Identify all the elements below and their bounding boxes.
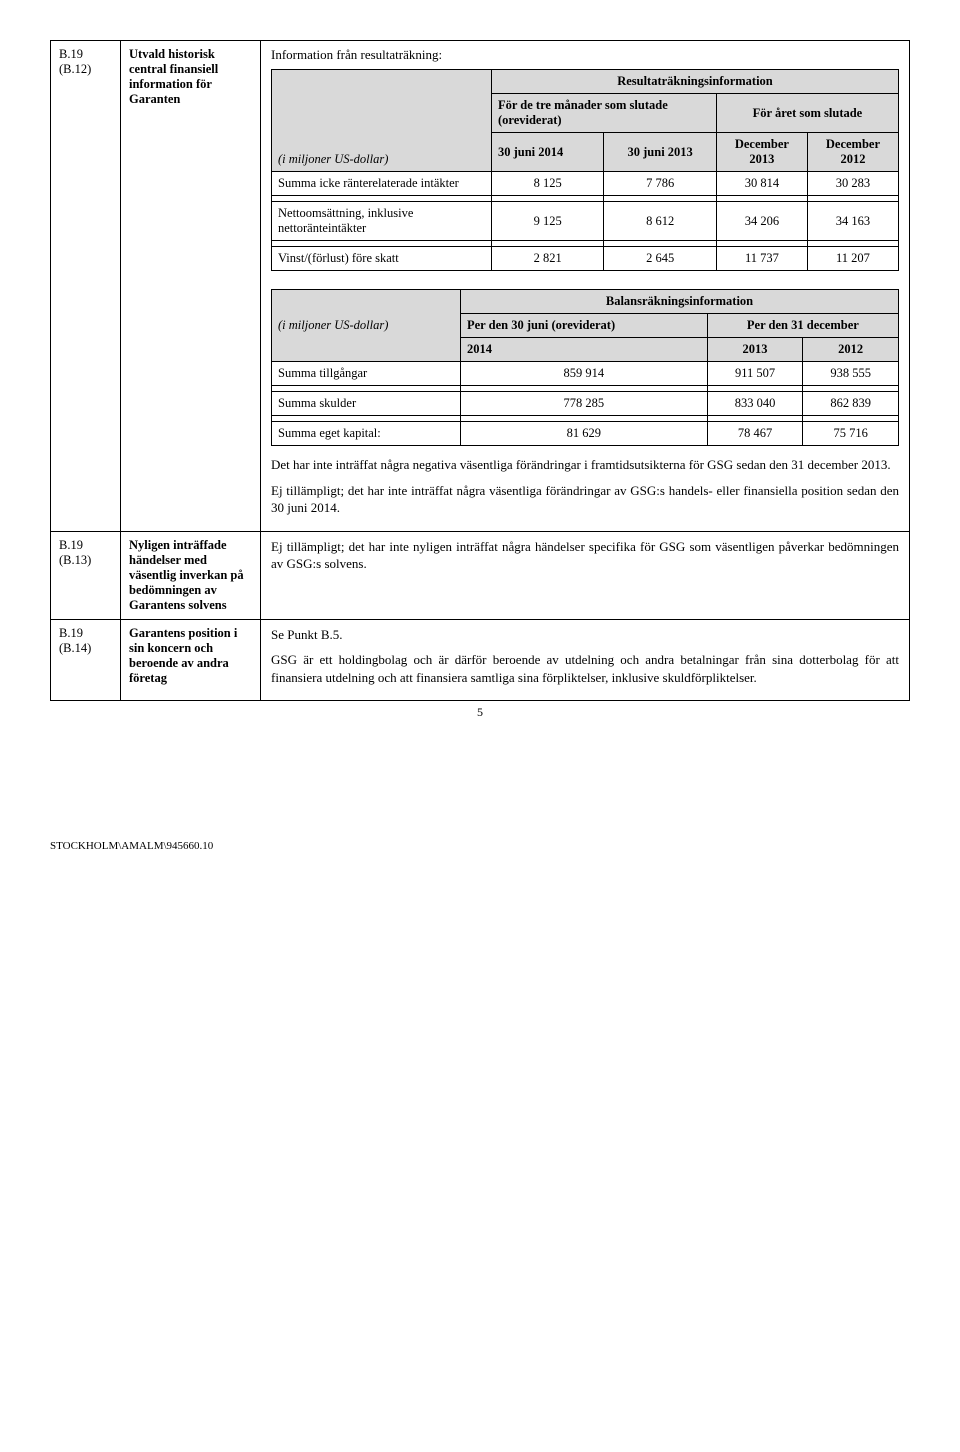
table-row: Summa icke ränterelaterade intäkter 8 12…	[272, 172, 899, 196]
r3-label: Vinst/(förlust) före skatt	[272, 247, 492, 271]
table2-title: Balansräkningsinformation	[460, 290, 898, 314]
col-group-a: För de tre månader som slutade (orevider…	[491, 94, 716, 133]
t2-colB: Per den 31 december	[707, 314, 898, 338]
col3: December 2013	[716, 133, 807, 172]
t2-r2-v3: 862 839	[803, 392, 899, 416]
r2-label: Nettoomsättning, inklusive nettoränteint…	[272, 202, 492, 241]
section-b19-b12: B.19 (B.12) Utvald historisk central fin…	[50, 40, 910, 532]
r1-v3: 30 814	[716, 172, 807, 196]
title-col: Garantens position i sin koncern och ber…	[121, 620, 261, 701]
table1-title: Resultaträkningsinformation	[491, 70, 898, 94]
r1-v2: 7 786	[604, 172, 716, 196]
t2-r2-label: Summa skulder	[272, 392, 461, 416]
r1-v4: 30 283	[807, 172, 898, 196]
balance-sheet-table: (i miljoner US-dollar) Balansräkningsinf…	[271, 289, 899, 446]
r3-v3: 11 737	[716, 247, 807, 271]
table-row: Vinst/(förlust) före skatt 2 821 2 645 1…	[272, 247, 899, 271]
t2-r3-v1: 81 629	[460, 422, 707, 446]
para-a: Se Punkt B.5.	[271, 626, 899, 644]
para-b: GSG är ett holdingbolag och är därför be…	[271, 651, 899, 686]
title-col: Utvald historisk central finansiell info…	[121, 41, 261, 531]
r2-v4: 34 163	[807, 202, 898, 241]
ref-b: (B.14)	[59, 641, 112, 656]
ref-a: B.19	[59, 538, 112, 553]
t2-y2: 2013	[707, 338, 803, 362]
title-col: Nyligen inträffade händelser med väsentl…	[121, 532, 261, 619]
table-row: Summa tillgångar 859 914 911 507 938 555	[272, 362, 899, 386]
ref-col: B.19 (B.13)	[51, 532, 121, 619]
ref-a: B.19	[59, 47, 112, 62]
unit-label-2: (i miljoner US-dollar)	[278, 318, 388, 332]
col1: 30 juni 2014	[491, 133, 603, 172]
r1-label: Summa icke ränterelaterade intäkter	[272, 172, 492, 196]
content-col: Se Punkt B.5. GSG är ett holdingbolag oc…	[261, 620, 909, 701]
unit-label: (i miljoner US-dollar)	[278, 152, 388, 166]
r2-v1: 9 125	[491, 202, 603, 241]
col4: December 2012	[807, 133, 898, 172]
t2-r3-v3: 75 716	[803, 422, 899, 446]
t2-y1: 2014	[460, 338, 707, 362]
table-row: Nettoomsättning, inklusive nettoränteint…	[272, 202, 899, 241]
ref-col: B.19 (B.12)	[51, 41, 121, 531]
ref-b: (B.13)	[59, 553, 112, 568]
col2: 30 juni 2013	[604, 133, 716, 172]
t2-r1-v2: 911 507	[707, 362, 803, 386]
t2-r3-v2: 78 467	[707, 422, 803, 446]
content-col: Information från resultaträkning: (i mil…	[261, 41, 909, 531]
r2-v2: 8 612	[604, 202, 716, 241]
section-b19-b14: B.19 (B.14) Garantens position i sin kon…	[50, 620, 910, 702]
t2-colA: Per den 30 juni (oreviderat)	[460, 314, 707, 338]
t2-r2-v1: 778 285	[460, 392, 707, 416]
col-group-b: För året som slutade	[716, 94, 898, 133]
table-row: Summa skulder 778 285 833 040 862 839	[272, 392, 899, 416]
intro-text: Information från resultaträkning:	[271, 47, 899, 63]
r1-v1: 8 125	[491, 172, 603, 196]
income-statement-table: (i miljoner US-dollar) Resultaträkningsi…	[271, 69, 899, 271]
t2-r1-v1: 859 914	[460, 362, 707, 386]
t2-r1-v3: 938 555	[803, 362, 899, 386]
ref-col: B.19 (B.14)	[51, 620, 121, 701]
r2-v3: 34 206	[716, 202, 807, 241]
ref-a: B.19	[59, 626, 112, 641]
page-number: 5	[50, 705, 910, 720]
t2-r1-label: Summa tillgångar	[272, 362, 461, 386]
t2-r3-label: Summa eget kapital:	[272, 422, 461, 446]
table-row: Summa eget kapital: 81 629 78 467 75 716	[272, 422, 899, 446]
t2-r2-v2: 833 040	[707, 392, 803, 416]
r3-v4: 11 207	[807, 247, 898, 271]
r3-v1: 2 821	[491, 247, 603, 271]
para: Ej tillämpligt; det har inte nyligen int…	[271, 538, 899, 573]
para-1: Det har inte inträffat några negativa vä…	[271, 456, 899, 474]
ref-b: (B.12)	[59, 62, 112, 77]
para-2: Ej tillämpligt; det har inte inträffat n…	[271, 482, 899, 517]
footer-text: STOCKHOLM\AMALM\945660.10	[50, 840, 910, 852]
section-b19-b13: B.19 (B.13) Nyligen inträffade händelser…	[50, 532, 910, 620]
t2-y3: 2012	[803, 338, 899, 362]
content-col: Ej tillämpligt; det har inte nyligen int…	[261, 532, 909, 619]
r3-v2: 2 645	[604, 247, 716, 271]
